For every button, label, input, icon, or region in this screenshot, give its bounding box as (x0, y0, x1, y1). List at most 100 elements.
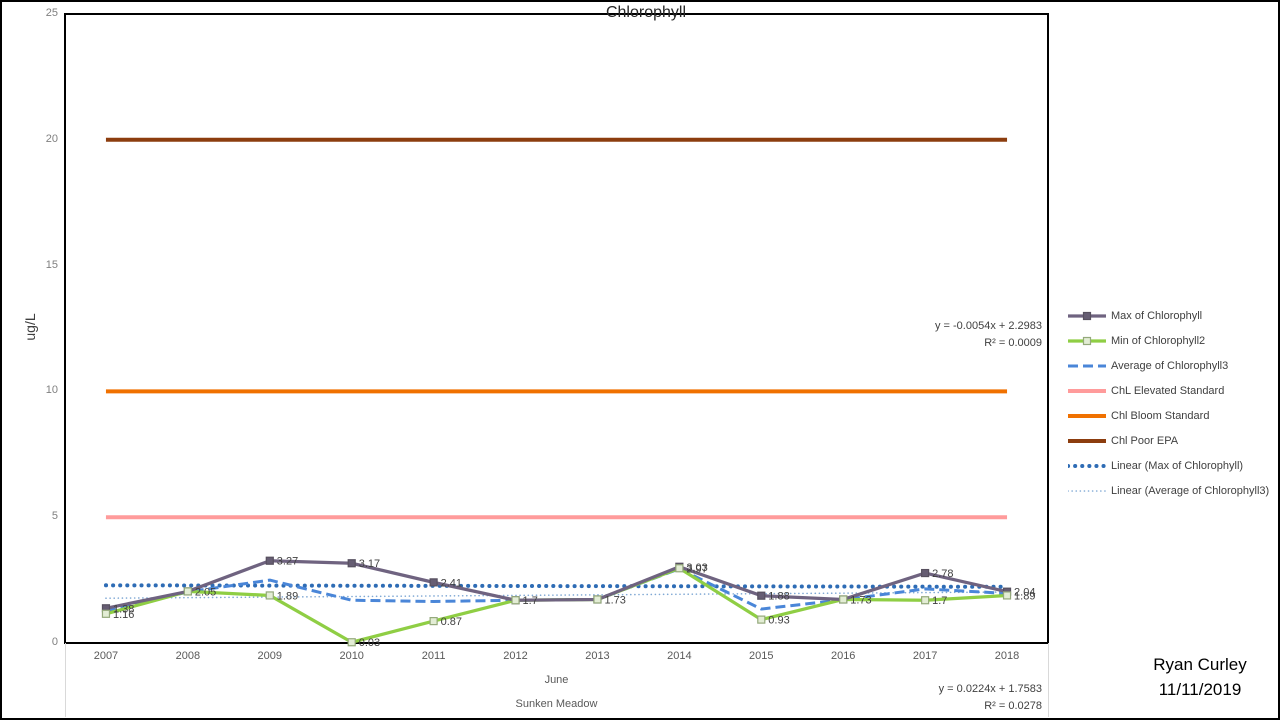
legend-line-sample (1068, 438, 1106, 443)
marker-min-of-chlorophyll2[interactable] (347, 638, 356, 647)
equation-line: y = -0.0054x + 2.2983 (934, 320, 1042, 332)
legend-line-sample (1068, 388, 1106, 393)
data-label-min-of-chlorophyll2: 1.73 (850, 594, 871, 606)
marker-max-of-chlorophyll[interactable] (347, 559, 356, 568)
y-axis-tick-label: 0 (51, 636, 58, 648)
x-axis-tick-label: 2013 (585, 650, 610, 662)
legend-item-average-of-chlorophyll3[interactable]: Average of Chlorophyll3 (1068, 353, 1273, 378)
legend-label: Max of Chlorophyll (1111, 309, 1203, 322)
marker-max-of-chlorophyll[interactable] (757, 591, 766, 600)
data-label-min-of-chlorophyll2: 1.89 (277, 590, 298, 602)
data-label-min-of-chlorophyll2: 1.89 (1014, 590, 1035, 602)
legend-label: ChL Elevated Standard (1111, 384, 1225, 397)
marker-min-of-chlorophyll2[interactable] (757, 615, 766, 624)
plot-border (64, 13, 1049, 644)
legend-label: Linear (Average of Chlorophyll3) (1111, 484, 1270, 497)
legend-item-min-of-chlorophyll2[interactable]: Min of Chlorophyll2 (1068, 328, 1273, 353)
author-name: Ryan Curley (1153, 655, 1247, 674)
marker-min-of-chlorophyll2[interactable] (839, 595, 848, 604)
legend-label: Average of Chlorophyll3 (1111, 359, 1229, 372)
data-label-min-of-chlorophyll2: 0.03 (359, 637, 380, 649)
x-axis-tick-label: 2015 (749, 650, 774, 662)
series-line-min-of-chlorophyll2[interactable] (105, 566, 1008, 644)
data-label-max-of-chlorophyll: 1.38 (113, 603, 134, 615)
marker-min-of-chlorophyll2[interactable] (265, 591, 274, 600)
legend-line-sample (1068, 311, 1106, 320)
trendline-equation-average: y = 0.0224x + 1.7583 R² = 0.0278 (939, 681, 1042, 715)
x-axis-tick-label: 2008 (175, 650, 201, 662)
x-axis-tick-label: 2018 (994, 650, 1020, 662)
legend-item-linear-average-of-chlorophyll3[interactable]: Linear (Average of Chlorophyll3) (1068, 478, 1273, 503)
legend-item-chl-elevated-standard[interactable]: ChL Elevated Standard (1068, 378, 1273, 403)
data-label-min-of-chlorophyll2: 1.7 (523, 595, 538, 607)
marker-min-of-chlorophyll2[interactable] (511, 596, 520, 605)
marker-min-of-chlorophyll2[interactable] (593, 595, 602, 604)
data-label-min-of-chlorophyll2: 1.7 (932, 595, 947, 607)
legend-line-sample (1068, 336, 1106, 345)
x-axis-tick-label: 2012 (503, 650, 528, 662)
legend-item-linear-max-of-chlorophyll[interactable]: Linear (Max of Chlorophyll) (1068, 453, 1273, 478)
y-axis-tick-label: 5 (51, 510, 58, 523)
legend-line-sample (1068, 413, 1106, 418)
y-axis-tick-label: 25 (45, 7, 58, 19)
marker-max-of-chlorophyll[interactable] (921, 568, 930, 578)
legend-item-chl-bloom-standard[interactable]: Chl Bloom Standard (1068, 403, 1273, 428)
marker-min-of-chlorophyll2[interactable] (101, 609, 111, 618)
marker-min-of-chlorophyll2[interactable] (183, 587, 192, 596)
data-label-max-of-chlorophyll: 3.03 (686, 562, 707, 574)
legend-label: Chl Poor EPA (1111, 434, 1179, 447)
axis-field-divider-left (65, 643, 66, 717)
x-axis-tick-label: 2007 (93, 650, 119, 662)
x-axis-tick-label: 2009 (257, 650, 283, 662)
x-axis-tick-label: 2011 (421, 650, 446, 662)
chart-legend: Max of Chlorophyll Min of Chlorophyll2 Ave… (1068, 303, 1273, 503)
x-axis-caption-month: June (544, 674, 569, 686)
x-axis-caption-site: Sunken Meadow (515, 698, 598, 710)
x-axis-tick-label: 2017 (912, 650, 938, 662)
y-axis-tick-label: 10 (45, 384, 58, 397)
data-label-max-of-chlorophyll: 3.27 (277, 556, 298, 568)
legend-label: Linear (Max of Chlorophyll) (1111, 459, 1244, 472)
data-label-max-of-chlorophyll: 1.88 (768, 591, 789, 603)
signature-date: 11/11/2019 (1158, 680, 1242, 699)
marker-max-of-chlorophyll[interactable] (265, 556, 274, 565)
x-axis-tick-label: 2014 (667, 650, 692, 662)
y-axis-tick-label: 20 (45, 132, 58, 145)
x-axis-tick-label: 2010 (339, 650, 364, 662)
marker-min-of-chlorophyll2[interactable] (675, 564, 684, 573)
data-label-min-of-chlorophyll2: 1.73 (604, 594, 625, 606)
data-label-max-of-chlorophyll: 2.05 (195, 586, 216, 598)
data-label-min-of-chlorophyll2: 1.16 (113, 609, 134, 621)
series-line-max-of-chlorophyll[interactable] (105, 559, 1008, 610)
series-line-linear-average-of-chlorophyll3[interactable] (105, 591, 1008, 599)
legend-line-sample (1068, 489, 1106, 492)
chart-title: Chlorophyll (605, 4, 687, 21)
y-axis-tick-label: 15 (45, 258, 58, 271)
data-label-min-of-chlorophyll2: 0.93 (768, 615, 789, 627)
marker-min-of-chlorophyll2[interactable] (1002, 591, 1012, 600)
legend-label: Chl Bloom Standard (1111, 409, 1210, 422)
legend-label: Min of Chlorophyll2 (1111, 334, 1206, 347)
x-axis-tick-label: 2016 (830, 650, 856, 662)
equation-r-squared: R² = 0.0278 (984, 700, 1042, 712)
signature-block: Ryan Curley 11/11/2019 (1110, 652, 1280, 702)
equation-r-squared: R² = 0.0009 (984, 337, 1042, 349)
marker-max-of-chlorophyll[interactable] (429, 578, 438, 587)
legend-line-sample (1068, 463, 1106, 468)
y-axis-title: ug/L (22, 313, 38, 341)
legend-item-max-of-chlorophyll[interactable]: Max of Chlorophyll (1068, 303, 1273, 328)
data-label-max-of-chlorophyll: 2.04 (1014, 587, 1035, 599)
data-label-max-of-chlorophyll: 2.41 (441, 577, 462, 589)
equation-line: y = 0.0224x + 1.7583 (938, 683, 1042, 695)
marker-min-of-chlorophyll2[interactable] (429, 617, 438, 626)
series-line-linear-max-of-chlorophyll[interactable] (103, 583, 1010, 589)
legend-line-sample (1068, 364, 1106, 367)
axis-field-divider-right (1048, 643, 1049, 717)
marker-min-of-chlorophyll2[interactable] (921, 596, 930, 605)
data-label-max-of-chlorophyll: 3.17 (359, 558, 380, 570)
trendline-equation-max: y = -0.0054x + 2.2983 R² = 0.0009 (935, 318, 1042, 352)
data-label-min-of-chlorophyll2: 0.87 (441, 616, 462, 628)
legend-item-chl-poor-epa[interactable]: Chl Poor EPA (1068, 428, 1273, 453)
